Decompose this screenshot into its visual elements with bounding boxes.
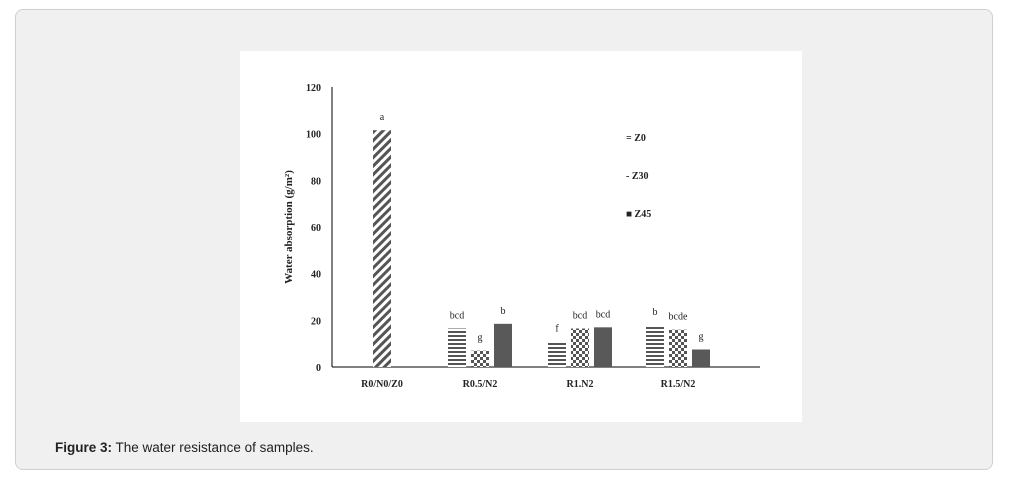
significance-label: f (555, 323, 559, 334)
y-tick-label: 20 (311, 316, 321, 327)
x-tick-label: R1.N2 (567, 379, 594, 390)
significance-label: g (699, 332, 704, 343)
bar-chart: 0 20 40 60 80 100 120 Water absorption (g/m²) R0… (283, 83, 760, 390)
legend-group: = Z0 - Z30 ■ Z45 (626, 133, 651, 220)
bar-z30-0 (373, 130, 391, 367)
significance-label: bcd (596, 309, 610, 320)
bar-z45-1 (494, 323, 512, 367)
y-tick-label: 0 (316, 363, 321, 374)
x-tick-label: R0/N0/Z0 (361, 379, 403, 390)
y-tick-label: 60 (311, 223, 321, 234)
significance-label: b (501, 306, 506, 317)
significance-label: g (478, 333, 483, 344)
legend-entry-z45: ■ Z45 (626, 209, 651, 220)
bar-z30-2 (571, 328, 589, 367)
y-tick-label: 40 (311, 270, 321, 281)
bar-z30-1 (471, 350, 489, 367)
significance-label: bcd (450, 311, 464, 322)
bars-group (373, 130, 710, 367)
bar-z45-3 (692, 349, 710, 367)
bar-z0-2 (548, 341, 566, 367)
x-tick-label: R0.5/N2 (463, 379, 498, 390)
axes-group: 0 20 40 60 80 100 120 Water absorption (g/m²) R0… (283, 83, 760, 390)
figure-card: 0 20 40 60 80 100 120 Water absorption (g/m²) R0… (15, 9, 993, 470)
significance-label: bcd (573, 311, 587, 322)
legend-entry-z30: - Z30 (626, 171, 649, 182)
bar-z45-2 (594, 327, 612, 367)
significance-label: a (380, 112, 385, 123)
legend-entry-z0: = Z0 (626, 133, 646, 144)
bar-z0-1 (448, 328, 466, 367)
significance-label: b (653, 307, 658, 318)
chart-area: 0 20 40 60 80 100 120 Water absorption (g/m²) R0… (240, 51, 802, 422)
bar-z0-3 (646, 325, 664, 367)
y-tick-label: 80 (311, 176, 321, 187)
y-axis-label: Water absorption (g/m²) (283, 170, 295, 284)
y-tick-label: 120 (306, 83, 321, 94)
y-tick-label: 100 (306, 130, 321, 141)
significance-label: bcde (669, 312, 688, 323)
caption-label: Figure 3: (55, 440, 113, 455)
caption-text: The water resistance of samples. (112, 440, 314, 455)
x-tick-label: R1.5/N2 (661, 379, 696, 390)
bar-z30-3 (669, 329, 687, 367)
figure-caption: Figure 3: The water resistance of sample… (55, 440, 314, 455)
